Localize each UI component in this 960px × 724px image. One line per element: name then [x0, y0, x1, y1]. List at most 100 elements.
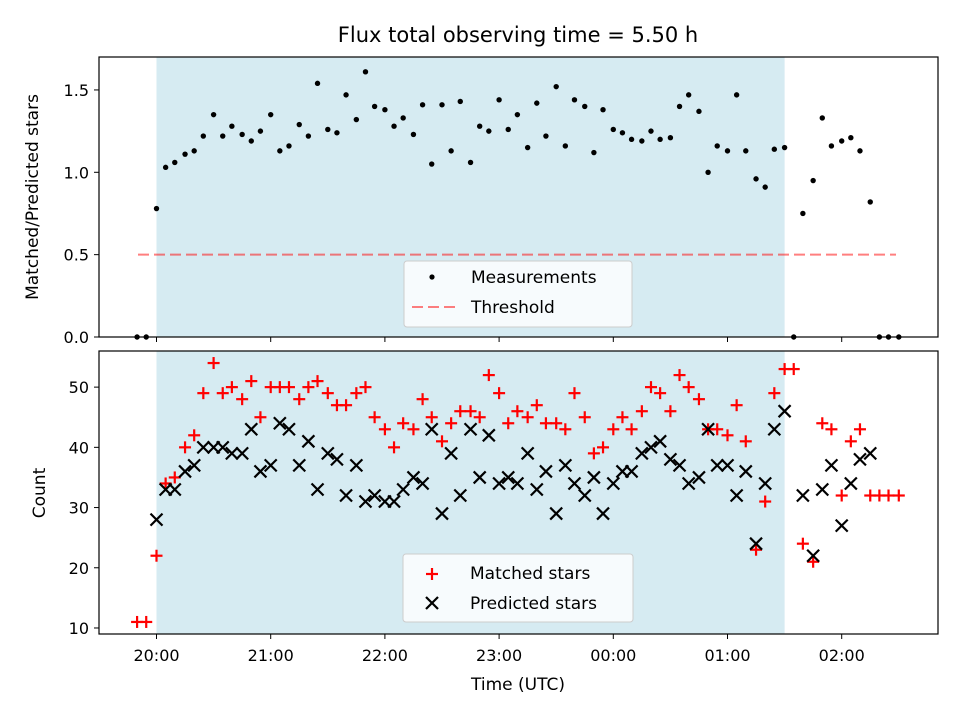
measurement-point [220, 133, 226, 139]
matched-star-point [539, 417, 552, 430]
measurement-point [182, 151, 188, 157]
matched-star-point [816, 417, 829, 430]
matched-star-point [245, 375, 258, 388]
x-axis-label: Time (UTC) [470, 675, 565, 695]
matched-star-point [416, 393, 429, 406]
matched-star-point [807, 555, 820, 568]
matched-star-point [787, 363, 800, 376]
predicted-star-point [253, 464, 268, 479]
measurement-point [743, 148, 749, 154]
matched-star-point [607, 423, 620, 436]
matched-star-point [321, 387, 334, 400]
predicted-star-point [815, 482, 830, 497]
predicted-star-point [472, 470, 487, 485]
matched-star-point [216, 387, 229, 400]
matched-star-point [597, 441, 610, 454]
matched-star-point [768, 387, 781, 400]
measurement-point [753, 176, 759, 182]
x-tick-label: 21:00 [248, 646, 294, 665]
matched-star-point [730, 399, 743, 412]
predicted-star-point [844, 476, 858, 491]
top-y-tick-label: 0.0 [64, 328, 89, 347]
measurement-point [724, 148, 731, 154]
measurement-point [781, 144, 788, 151]
measurement-point [153, 205, 160, 212]
bottom-y-tick-label: 40 [69, 438, 89, 457]
matched-star-point [692, 393, 705, 406]
measurement-point [419, 102, 426, 108]
x-tick-label: 22:00 [362, 646, 408, 665]
predicted-star-point [453, 488, 468, 503]
matched-star-point [739, 435, 752, 448]
predicted-star-point [339, 488, 353, 503]
matched-star-point [236, 393, 249, 406]
predicted-star-point [387, 494, 401, 509]
matched-star-point [436, 435, 448, 448]
matched-star-point [559, 423, 572, 436]
matched-star-point [892, 489, 905, 502]
measurement-point [685, 92, 692, 98]
predicted-star-point [577, 488, 592, 503]
measurement-points [134, 69, 902, 340]
measurement-point [610, 126, 616, 133]
matched-star-point [750, 543, 763, 556]
count-points [131, 357, 905, 628]
predicted-star-point [520, 446, 535, 461]
predicted-star-point [672, 458, 687, 473]
matched-star-point [464, 405, 477, 418]
measurement-point [562, 143, 569, 149]
measurement-point [553, 83, 559, 90]
predicted-star-point [196, 440, 211, 455]
measurement-point [391, 123, 397, 129]
matched-star-point [521, 411, 534, 424]
legend-predicted-label: Predicted stars [470, 594, 597, 614]
predicted-star-point [444, 446, 458, 461]
matched-star-point [350, 387, 363, 400]
predicted-star-point [263, 458, 278, 473]
measurement-point [325, 126, 331, 133]
measurement-point [268, 111, 274, 118]
matched-star-point [302, 381, 315, 394]
matched-star-point [388, 441, 401, 454]
measurement-point [828, 143, 835, 149]
matched-star-point [654, 387, 667, 400]
matched-star-point [445, 417, 458, 430]
matched-star-point [759, 495, 772, 508]
matched-star-point [311, 375, 324, 388]
matched-star-point [282, 381, 295, 394]
predicted-star-point [273, 416, 287, 431]
predicted-star-point [415, 476, 430, 491]
measurement-point [210, 111, 217, 118]
x-tick-label: 00:00 [590, 646, 636, 665]
predicted-star-point [215, 440, 230, 455]
predicted-star-point [558, 458, 573, 473]
bottom-axes-frame [98, 350, 939, 635]
measurement-point [543, 133, 549, 139]
measurement-point [733, 92, 740, 98]
predicted-star-point [530, 482, 544, 497]
predicted-star-point [681, 476, 696, 491]
measurement-point [353, 116, 360, 123]
legend-matched-label: Matched stars [470, 564, 590, 584]
measurement-point [496, 97, 502, 103]
predicted-legend-marker [425, 596, 439, 610]
measurement-point [657, 136, 663, 143]
predicted-star-point [606, 476, 621, 491]
bottom-y-tick-label: 20 [69, 559, 89, 578]
measurement-point [371, 103, 378, 110]
matched-star-point [493, 387, 506, 400]
matched-star-point [673, 369, 686, 382]
matched-star-point [711, 423, 724, 436]
measurement-point [819, 115, 825, 121]
measurement-point [771, 146, 778, 152]
predicted-star-point [225, 446, 239, 461]
matched-star-point [835, 489, 848, 502]
measurement-point [277, 148, 283, 154]
matched-star-point [550, 417, 563, 430]
bottom-y-ticks: 10 20 30 40 50 [69, 378, 99, 638]
matched-star-point [587, 447, 600, 460]
measurement-point [362, 69, 369, 75]
measurement-point [600, 107, 606, 113]
measurement-point [848, 135, 854, 141]
